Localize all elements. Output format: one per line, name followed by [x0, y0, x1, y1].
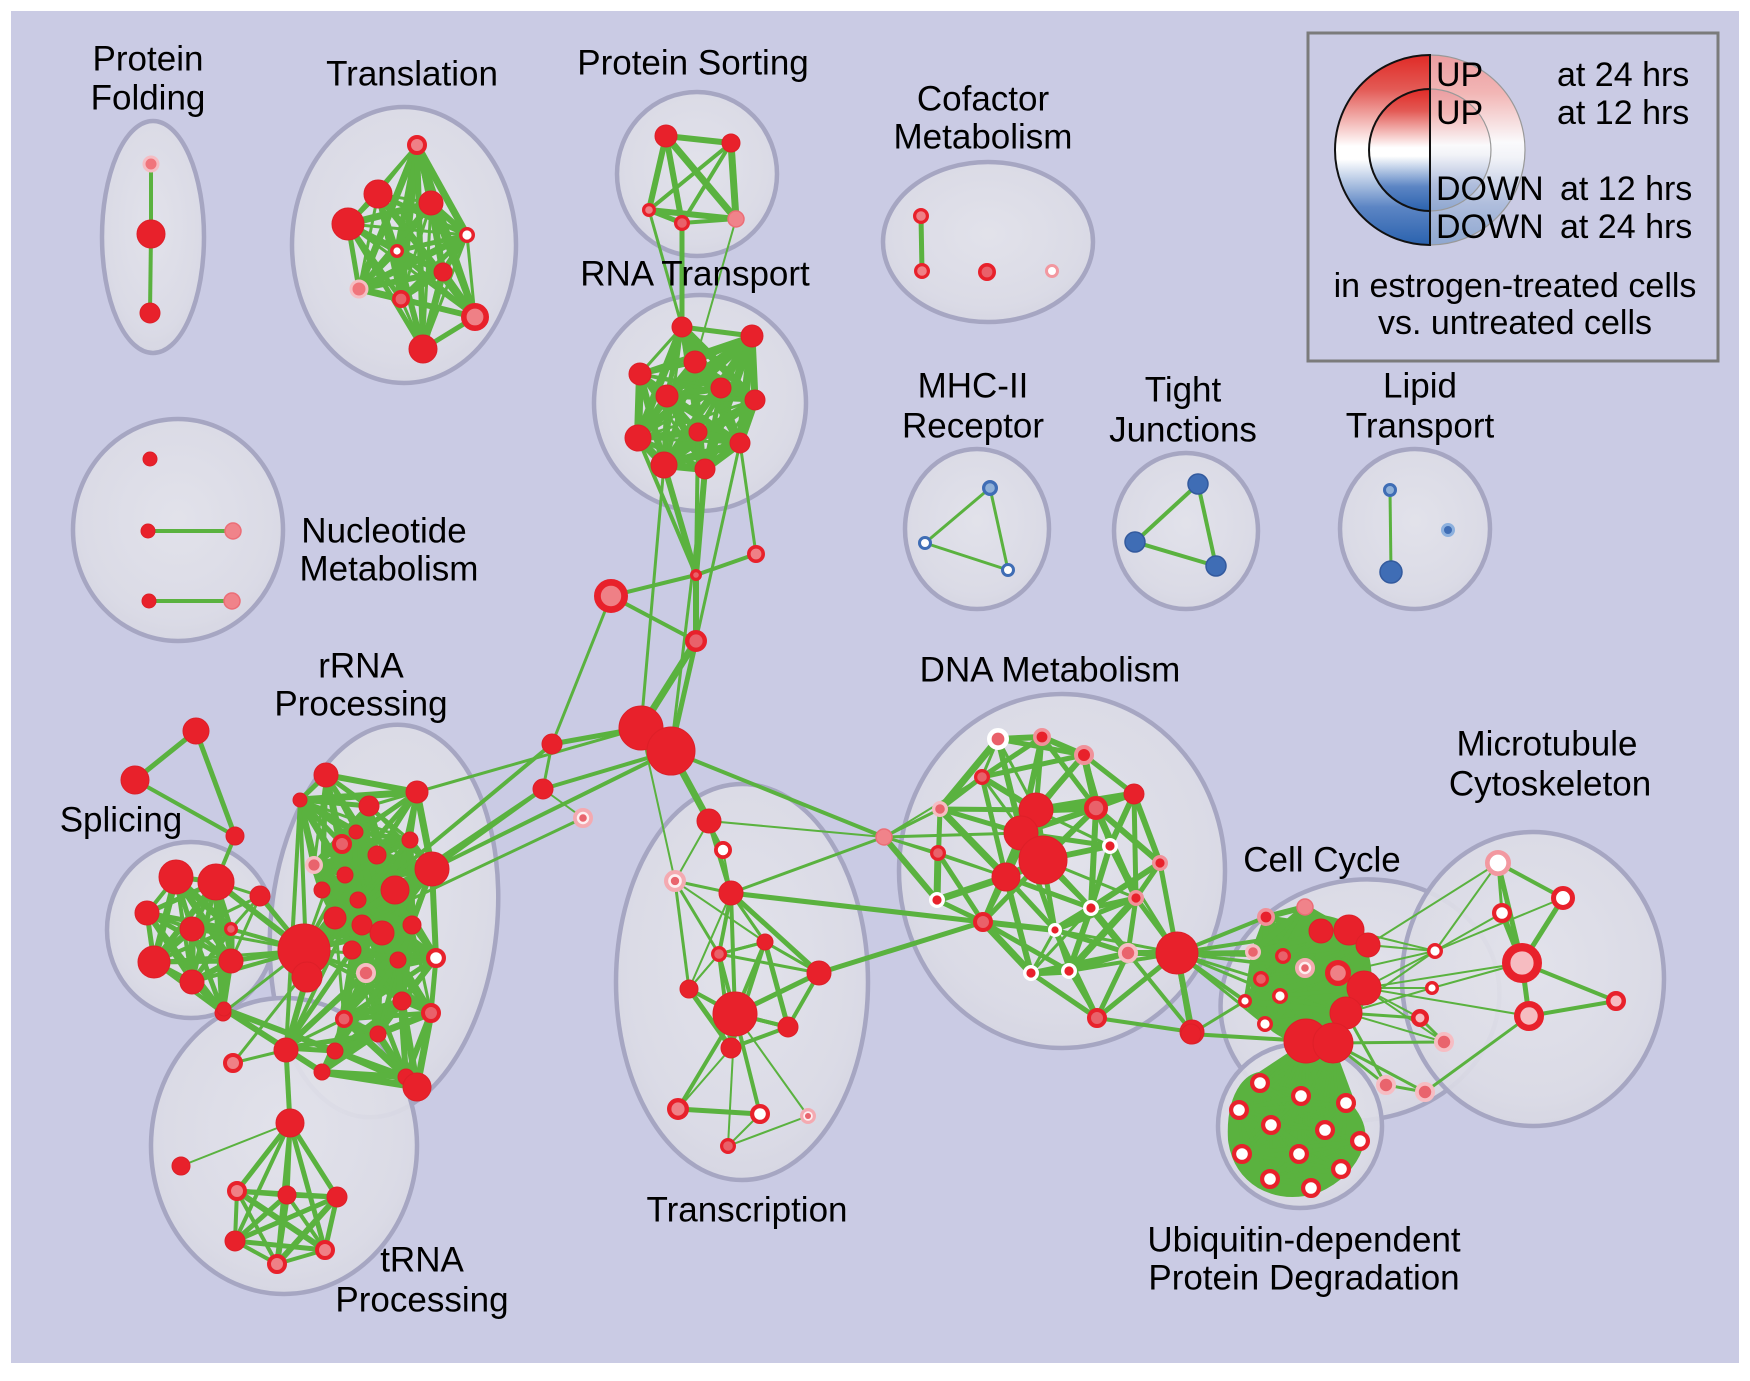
svg-text:Splicing: Splicing: [60, 800, 183, 839]
svg-text:at 24 hrs: at 24 hrs: [1557, 56, 1689, 94]
svg-text:Protein Sorting: Protein Sorting: [577, 43, 809, 82]
svg-text:Cofactor: Cofactor: [917, 79, 1050, 118]
svg-text:Nucleotide: Nucleotide: [301, 511, 466, 550]
svg-text:DOWN: DOWN: [1436, 208, 1544, 246]
svg-text:Tight: Tight: [1145, 370, 1222, 409]
svg-text:Protein Degradation: Protein Degradation: [1148, 1258, 1459, 1297]
svg-text:UP: UP: [1436, 94, 1483, 132]
svg-text:Cell Cycle: Cell Cycle: [1243, 840, 1401, 879]
svg-text:Translation: Translation: [326, 54, 498, 93]
svg-text:at 12 hrs: at 12 hrs: [1557, 94, 1689, 132]
svg-text:Microtubule: Microtubule: [1457, 724, 1638, 763]
svg-text:MHC-II: MHC-II: [918, 366, 1029, 405]
svg-text:vs. untreated cells: vs. untreated cells: [1378, 304, 1652, 342]
svg-text:RNA Transport: RNA Transport: [580, 254, 810, 293]
svg-text:Receptor: Receptor: [902, 406, 1044, 445]
svg-text:Metabolism: Metabolism: [894, 117, 1073, 156]
svg-text:Protein: Protein: [93, 39, 204, 78]
svg-text:DNA Metabolism: DNA Metabolism: [920, 650, 1181, 689]
svg-text:Junctions: Junctions: [1109, 410, 1257, 449]
svg-text:Metabolism: Metabolism: [300, 549, 479, 588]
svg-text:Cytoskeleton: Cytoskeleton: [1449, 764, 1651, 803]
svg-text:Lipid: Lipid: [1383, 366, 1457, 405]
svg-text:Processing: Processing: [274, 684, 447, 723]
svg-text:UP: UP: [1436, 56, 1483, 94]
svg-text:at 12 hrs: at 12 hrs: [1560, 170, 1692, 208]
svg-text:Transcription: Transcription: [647, 1190, 848, 1229]
svg-text:DOWN: DOWN: [1436, 170, 1544, 208]
svg-text:rRNA: rRNA: [318, 646, 404, 685]
svg-text:Transport: Transport: [1346, 406, 1495, 445]
svg-text:Ubiquitin-dependent: Ubiquitin-dependent: [1147, 1220, 1461, 1259]
svg-text:at 24 hrs: at 24 hrs: [1560, 208, 1692, 246]
svg-text:in estrogen-treated cells: in estrogen-treated cells: [1334, 267, 1697, 305]
svg-text:tRNA: tRNA: [380, 1240, 464, 1279]
svg-text:Processing: Processing: [335, 1280, 508, 1319]
svg-text:Folding: Folding: [91, 78, 206, 117]
